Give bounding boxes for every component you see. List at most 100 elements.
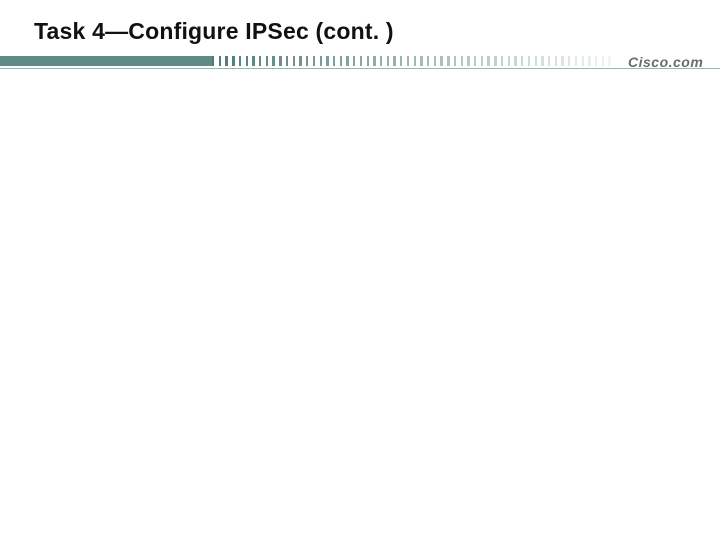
title-divider: Cisco.com (0, 56, 720, 74)
divider-tick (336, 56, 338, 66)
divider-tick (521, 56, 523, 66)
divider-tick (397, 56, 399, 66)
divider-tick (494, 56, 496, 66)
divider-tick (551, 56, 553, 66)
divider-tick (602, 56, 604, 66)
divider-tick (276, 56, 278, 66)
divider-tick (451, 56, 453, 66)
divider-tick (434, 56, 436, 66)
divider-tick (565, 56, 567, 66)
divider-tick (256, 56, 258, 66)
divider-tick (229, 56, 231, 66)
divider-tick (387, 56, 389, 66)
divider-tick (467, 56, 469, 66)
divider-tick (299, 56, 301, 66)
divider-tick (320, 56, 322, 66)
divider-tick (484, 56, 486, 66)
divider-tick (535, 56, 537, 66)
divider-tick-bar (212, 56, 616, 66)
divider-tick (407, 56, 409, 66)
divider-tick (414, 56, 416, 66)
divider-tick (555, 56, 557, 66)
divider-tick (558, 56, 560, 66)
divider-tick (487, 56, 489, 66)
divider-tick (427, 56, 429, 66)
divider-tick (309, 56, 311, 66)
divider-tick (293, 56, 295, 66)
divider-tick (313, 56, 315, 66)
slide: Task 4—Configure IPSec (cont. ) Cisco.co… (0, 0, 720, 540)
divider-tick (353, 56, 355, 66)
divider-tick (612, 56, 614, 66)
divider-tick (212, 56, 214, 66)
divider-tick (286, 56, 288, 66)
divider-tick (511, 56, 513, 66)
divider-tick (225, 56, 227, 66)
divider-tick (333, 56, 335, 66)
divider-tick (528, 56, 530, 66)
divider-tick (447, 56, 449, 66)
divider-tick (232, 56, 234, 66)
divider-tick (578, 56, 580, 66)
divider-tick (246, 56, 248, 66)
divider-tick (346, 56, 348, 66)
divider-tick (608, 56, 610, 66)
divider-tick (592, 56, 594, 66)
divider-tick (582, 56, 584, 66)
divider-tick (316, 56, 318, 66)
divider-tick (296, 56, 298, 66)
divider-tick (373, 56, 375, 66)
divider-tick (498, 56, 500, 66)
divider-tick (219, 56, 221, 66)
divider-tick (289, 56, 291, 66)
divider-tick (252, 56, 254, 66)
divider-tick (491, 56, 493, 66)
divider-tick (501, 56, 503, 66)
divider-tick (531, 56, 533, 66)
divider-tick (259, 56, 261, 66)
divider-tick (575, 56, 577, 66)
divider-tick (477, 56, 479, 66)
divider-tick (424, 56, 426, 66)
divider-tick (518, 56, 520, 66)
slide-title: Task 4—Configure IPSec (cont. ) (34, 18, 394, 45)
divider-tick (249, 56, 251, 66)
divider-underline (0, 68, 720, 69)
divider-tick (272, 56, 274, 66)
divider-tick (417, 56, 419, 66)
divider-tick (457, 56, 459, 66)
divider-tick (545, 56, 547, 66)
divider-tick (598, 56, 600, 66)
divider-tick (461, 56, 463, 66)
divider-tick (343, 56, 345, 66)
divider-tick (236, 56, 238, 66)
divider-tick (377, 56, 379, 66)
divider-tick (474, 56, 476, 66)
divider-tick (481, 56, 483, 66)
divider-tick (283, 56, 285, 66)
divider-tick (595, 56, 597, 66)
divider-tick (524, 56, 526, 66)
divider-tick (548, 56, 550, 66)
divider-tick (585, 56, 587, 66)
divider-tick (605, 56, 607, 66)
divider-tick (356, 56, 358, 66)
divider-tick (588, 56, 590, 66)
divider-tick (444, 56, 446, 66)
divider-tick (363, 56, 365, 66)
divider-tick (383, 56, 385, 66)
divider-tick (561, 56, 563, 66)
divider-tick (340, 56, 342, 66)
divider-tick (420, 56, 422, 66)
divider-tick (306, 56, 308, 66)
divider-tick (390, 56, 392, 66)
divider-tick (380, 56, 382, 66)
divider-tick (538, 56, 540, 66)
divider-tick (437, 56, 439, 66)
divider-tick (330, 56, 332, 66)
divider-tick (350, 56, 352, 66)
divider-tick (393, 56, 395, 66)
divider-tick (242, 56, 244, 66)
divider-tick (367, 56, 369, 66)
divider-tick (504, 56, 506, 66)
